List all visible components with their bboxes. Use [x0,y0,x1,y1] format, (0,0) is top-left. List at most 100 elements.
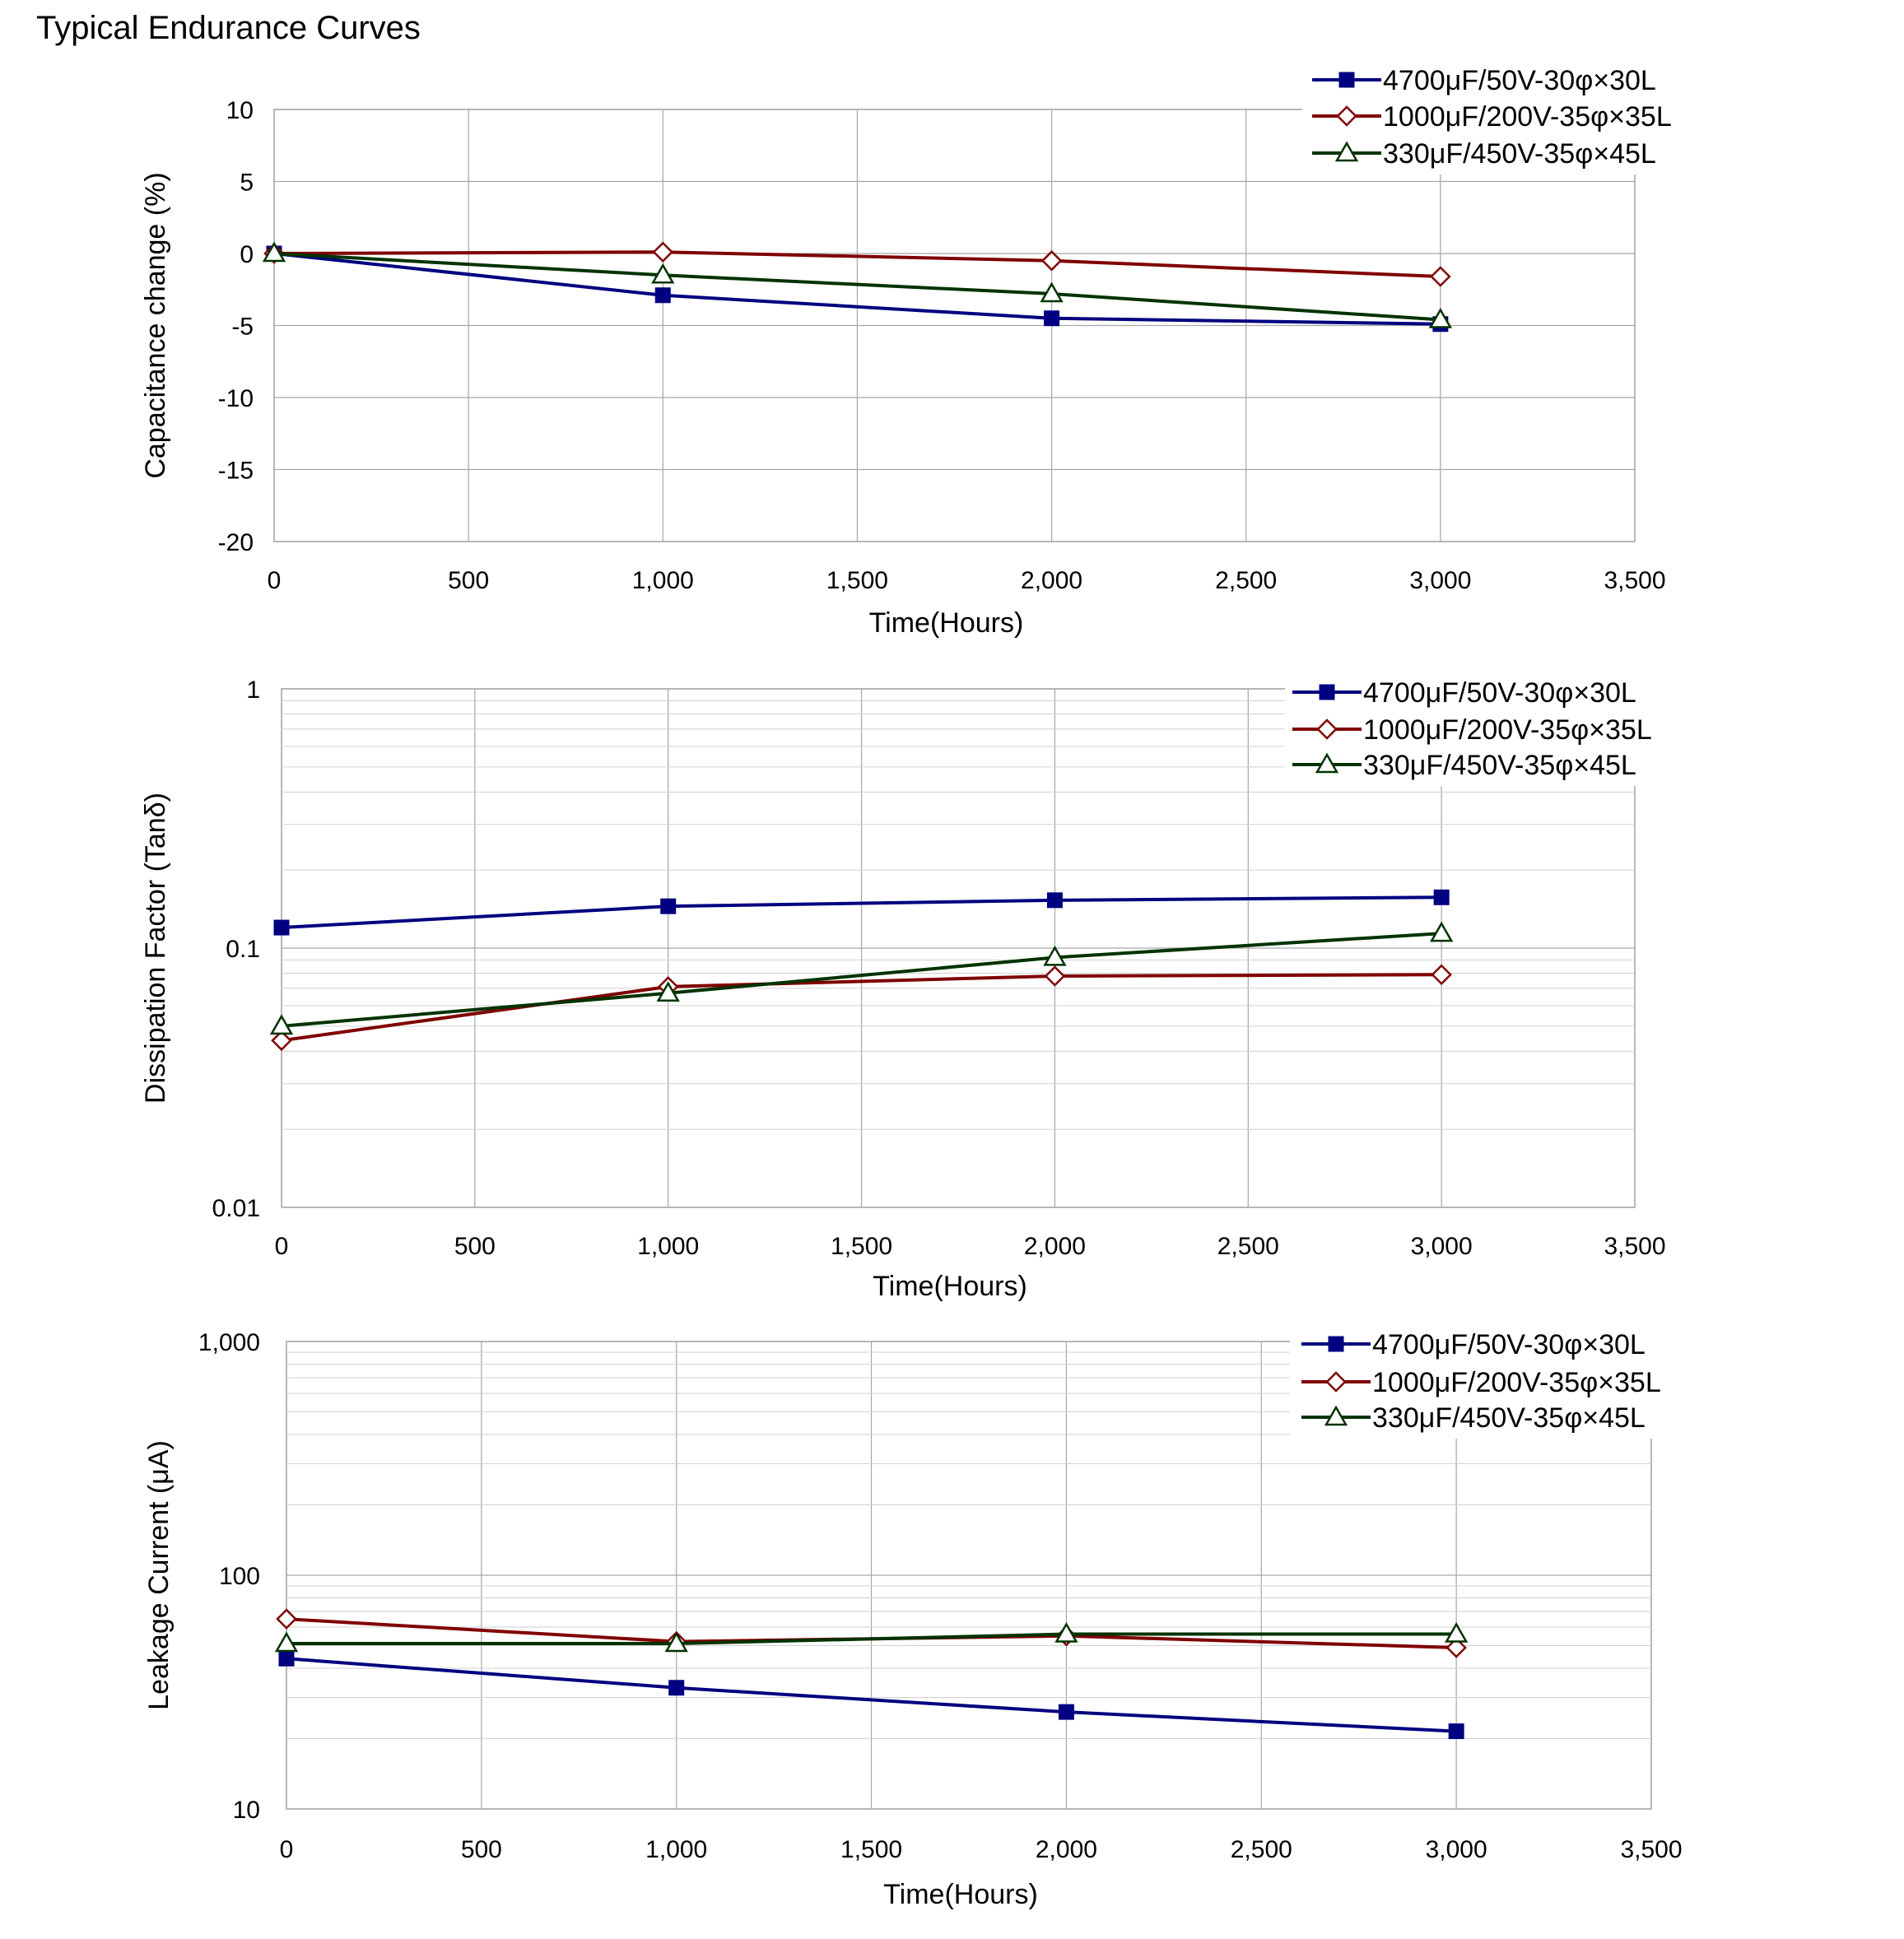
x-tick-label-capacitance: 2,000 [1021,567,1082,594]
data-point-dissipation-1 [273,919,290,936]
series-line-dissipation-3 [281,932,1442,1028]
x-tick-label-leakage: 1,500 [840,1836,902,1863]
legend-marker-capacitance-2 [1336,105,1357,127]
x-tick-label-capacitance: 2,500 [1215,567,1277,594]
series-line-capacitance-2 [273,250,1441,278]
y-tick-label-dissipation: 0.1 [226,936,260,963]
data-point-leakage-1 [278,1650,295,1667]
data-point-leakage-3 [274,1631,299,1653]
y-tick-label-dissipation: 0.01 [212,1195,260,1222]
y-axis-title-leakage: Leakage Current (μA) [143,1440,175,1710]
x-axis-title-capacitance: Time(Hours) [869,607,1024,639]
legend-box-capacitance [1302,64,1688,174]
y-tick-label-capacitance: -15 [218,458,254,485]
x-axis-title-leakage: Time(Hours) [883,1879,1038,1910]
data-point-leakage-1 [1448,1723,1464,1740]
y-axis-title-capacitance: Capacitance change (%) [140,172,171,478]
data-point-leakage-1 [668,1680,685,1696]
legend-label-dissipation-1: 4700μF/50V-30φ×30L [1363,677,1636,709]
data-point-leakage-2 [1445,1637,1467,1658]
y-tick-label-capacitance: -20 [218,529,254,556]
data-point-leakage-3 [1054,1621,1078,1643]
data-point-capacitance-3 [262,241,286,263]
legend-marker-dissipation-3 [1315,752,1339,774]
x-tick-label-leakage: 2,500 [1231,1836,1292,1863]
x-tick-label-capacitance: 1,000 [632,567,694,594]
legend-marker-capacitance-1 [1338,72,1355,88]
x-tick-label-leakage: 500 [461,1836,502,1863]
legend-label-leakage-1: 4700μF/50V-30φ×30L [1372,1329,1646,1360]
series-line-dissipation-2 [281,973,1442,1043]
y-tick-label-leakage: 10 [233,1797,260,1824]
x-tick-label-capacitance: 1,500 [826,567,888,594]
data-point-leakage-3 [1444,1621,1469,1643]
data-point-dissipation-2 [1044,965,1066,987]
legend-marker-leakage-1 [1328,1336,1344,1352]
series-line-leakage-3 [286,1632,1457,1646]
x-tick-label-leakage: 1,000 [645,1836,707,1863]
series-line-dissipation-1 [281,895,1442,930]
x-tick-label-dissipation: 2,000 [1024,1233,1086,1260]
x-tick-label-dissipation: 1,500 [831,1233,892,1260]
data-point-leakage-1 [1058,1704,1074,1720]
data-point-capacitance-2 [1430,266,1451,287]
y-axis-title-dissipation: Dissipation Factor (Tanδ) [140,793,171,1104]
data-point-dissipation-1 [660,898,677,914]
legend-marker-dissipation-2 [1316,718,1338,740]
x-tick-label-capacitance: 0 [268,567,282,594]
data-point-dissipation-1 [1433,889,1450,905]
legend-label-dissipation-2: 1000μF/200V-35φ×35L [1363,714,1652,746]
y-tick-label-dissipation: 1 [246,677,260,704]
y-tick-label-capacitance: 0 [240,241,254,268]
x-axis-title-dissipation: Time(Hours) [873,1271,1027,1302]
legend-label-leakage-2: 1000μF/200V-35φ×35L [1372,1367,1661,1398]
data-point-leakage-3 [664,1631,688,1653]
data-point-dissipation-3 [269,1014,294,1035]
data-point-dissipation-1 [1046,892,1063,909]
data-point-dissipation-2 [1431,964,1452,986]
y-tick-label-leakage: 100 [219,1563,260,1590]
data-point-leakage-2 [276,1608,297,1630]
data-point-capacitance-1 [654,287,671,304]
data-point-dissipation-3 [1043,945,1067,966]
x-tick-label-leakage: 2,000 [1036,1836,1097,1863]
legend-marker-leakage-2 [1325,1371,1347,1393]
y-tick-label-leakage: 1,000 [198,1329,260,1356]
legend-marker-capacitance-3 [1334,141,1359,162]
x-tick-label-capacitance: 3,000 [1409,567,1471,594]
legend-label-capacitance-1: 4700μF/50V-30φ×30L [1383,65,1656,96]
y-tick-label-capacitance: -5 [231,314,254,341]
y-tick-label-capacitance: 5 [240,170,254,197]
legend-marker-leakage-3 [1324,1405,1348,1426]
data-point-capacitance-2 [1040,249,1063,272]
y-tick-label-capacitance: 10 [226,97,254,124]
legend-marker-dissipation-1 [1319,684,1335,700]
data-point-capacitance-2 [652,241,674,263]
legend-label-capacitance-3: 330μF/450V-35φ×45L [1383,138,1656,170]
x-tick-label-dissipation: 2,500 [1217,1233,1279,1260]
y-tick-label-capacitance: -10 [218,385,254,412]
data-point-dissipation-3 [1429,921,1454,942]
legend-label-leakage-3: 330μF/450V-35φ×45L [1372,1402,1646,1434]
x-tick-label-leakage: 0 [280,1836,294,1863]
x-tick-label-capacitance: 500 [448,567,489,594]
x-tick-label-dissipation: 1,000 [637,1233,699,1260]
x-tick-label-dissipation: 3,500 [1604,1233,1665,1260]
data-point-capacitance-3 [1040,281,1064,303]
data-point-dissipation-2 [271,1030,292,1052]
series-line-capacitance-1 [273,252,1441,326]
page-title: Typical Endurance Curves [36,10,421,46]
data-point-capacitance-3 [1428,307,1453,328]
series-line-leakage-1 [286,1657,1457,1733]
legend-label-dissipation-3: 330μF/450V-35φ×45L [1363,750,1636,781]
x-tick-label-capacitance: 3,500 [1604,567,1665,594]
series-line-capacitance-3 [273,252,1441,322]
x-tick-label-dissipation: 0 [275,1233,289,1260]
data-point-capacitance-3 [651,263,675,284]
x-tick-label-leakage: 3,000 [1426,1836,1487,1863]
data-point-capacitance-1 [1044,310,1060,327]
x-tick-label-dissipation: 3,000 [1411,1233,1473,1260]
x-tick-label-leakage: 3,500 [1620,1836,1682,1863]
data-point-dissipation-3 [656,981,680,1002]
